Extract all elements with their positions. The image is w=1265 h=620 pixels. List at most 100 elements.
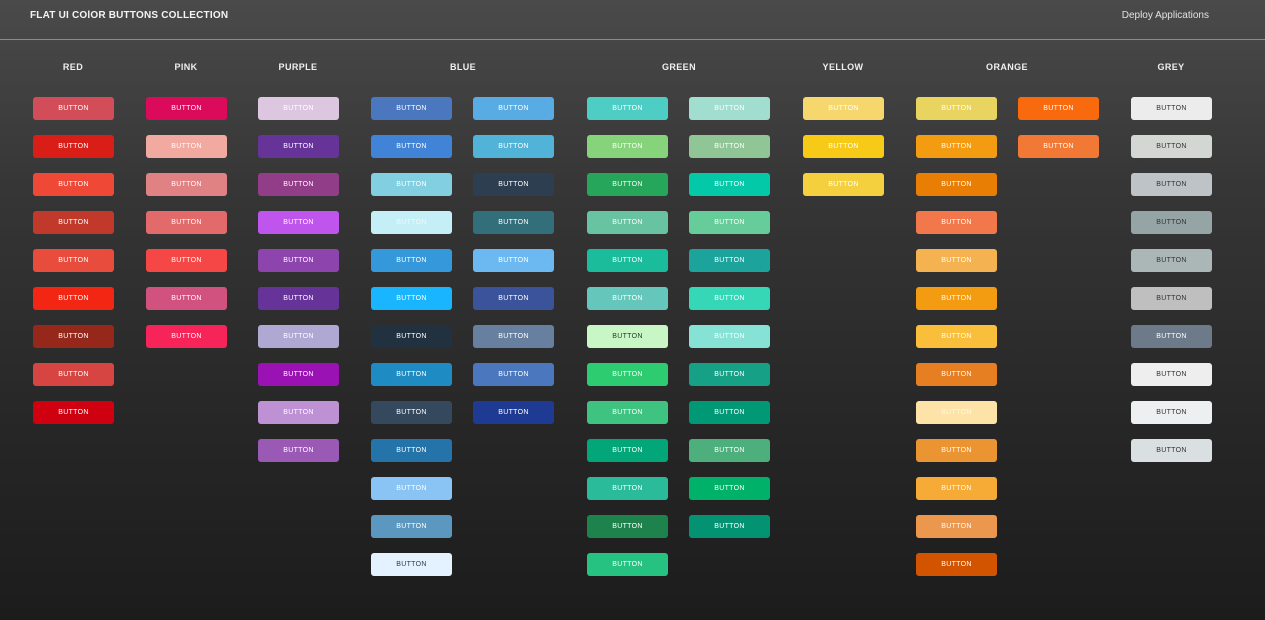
button-green-2-3[interactable]: BUTTON [689,173,770,196]
button-purple-1-6[interactable]: BUTTON [258,287,339,310]
button-blue-2-8[interactable]: BUTTON [473,363,554,386]
button-grey-1-3[interactable]: BUTTON [1131,173,1212,196]
button-blue-1-3[interactable]: BUTTON [371,173,452,196]
button-orange-1-4[interactable]: BUTTON [916,211,997,234]
button-green-1-5[interactable]: BUTTON [587,249,668,272]
button-blue-2-5[interactable]: BUTTON [473,249,554,272]
button-green-1-12[interactable]: BUTTON [587,515,668,538]
button-blue-2-3[interactable]: BUTTON [473,173,554,196]
button-yellow-1-1[interactable]: BUTTON [803,97,884,120]
button-red-1-2[interactable]: BUTTON [33,135,114,158]
button-yellow-1-2[interactable]: BUTTON [803,135,884,158]
button-grey-1-1[interactable]: BUTTON [1131,97,1212,120]
button-purple-1-5[interactable]: BUTTON [258,249,339,272]
button-blue-1-8[interactable]: BUTTON [371,363,452,386]
button-blue-1-12[interactable]: BUTTON [371,515,452,538]
button-pink-1-3[interactable]: BUTTON [146,173,227,196]
button-green-1-11[interactable]: BUTTON [587,477,668,500]
button-red-1-7[interactable]: BUTTON [33,325,114,348]
button-green-2-9[interactable]: BUTTON [689,401,770,424]
button-orange-1-5[interactable]: BUTTON [916,249,997,272]
button-pink-1-2[interactable]: BUTTON [146,135,227,158]
button-purple-1-3[interactable]: BUTTON [258,173,339,196]
button-green-2-6[interactable]: BUTTON [689,287,770,310]
button-blue-1-7[interactable]: BUTTON [371,325,452,348]
button-green-2-4[interactable]: BUTTON [689,211,770,234]
button-grey-1-10[interactable]: BUTTON [1131,439,1212,462]
button-orange-1-1[interactable]: BUTTON [916,97,997,120]
button-orange-1-9[interactable]: BUTTON [916,401,997,424]
button-blue-2-7[interactable]: BUTTON [473,325,554,348]
button-green-1-13[interactable]: BUTTON [587,553,668,576]
button-yellow-1-3[interactable]: BUTTON [803,173,884,196]
button-blue-2-4[interactable]: BUTTON [473,211,554,234]
button-green-2-10[interactable]: BUTTON [689,439,770,462]
button-orange-1-13[interactable]: BUTTON [916,553,997,576]
button-pink-1-7[interactable]: BUTTON [146,325,227,348]
button-green-1-6[interactable]: BUTTON [587,287,668,310]
button-green-2-1[interactable]: BUTTON [689,97,770,120]
button-pink-1-4[interactable]: BUTTON [146,211,227,234]
button-orange-1-8[interactable]: BUTTON [916,363,997,386]
button-orange-1-12[interactable]: BUTTON [916,515,997,538]
button-red-1-4[interactable]: BUTTON [33,211,114,234]
button-purple-1-2[interactable]: BUTTON [258,135,339,158]
button-orange-1-7[interactable]: BUTTON [916,325,997,348]
button-purple-1-7[interactable]: BUTTON [258,325,339,348]
button-red-1-6[interactable]: BUTTON [33,287,114,310]
button-grey-1-6[interactable]: BUTTON [1131,287,1212,310]
button-grey-1-9[interactable]: BUTTON [1131,401,1212,424]
button-pink-1-6[interactable]: BUTTON [146,287,227,310]
button-green-2-5[interactable]: BUTTON [689,249,770,272]
button-orange-2-2[interactable]: BUTTON [1018,135,1099,158]
button-blue-1-6[interactable]: BUTTON [371,287,452,310]
button-grey-1-2[interactable]: BUTTON [1131,135,1212,158]
button-green-2-7[interactable]: BUTTON [689,325,770,348]
button-purple-1-1[interactable]: BUTTON [258,97,339,120]
button-green-1-2[interactable]: BUTTON [587,135,668,158]
button-orange-1-3[interactable]: BUTTON [916,173,997,196]
button-grey-1-7[interactable]: BUTTON [1131,325,1212,348]
button-green-1-9[interactable]: BUTTON [587,401,668,424]
deploy-applications-link[interactable]: Deploy Applications [1121,10,1209,21]
button-red-1-8[interactable]: BUTTON [33,363,114,386]
button-green-2-12[interactable]: BUTTON [689,515,770,538]
button-purple-1-4[interactable]: BUTTON [258,211,339,234]
button-blue-1-4[interactable]: BUTTON [371,211,452,234]
button-green-1-3[interactable]: BUTTON [587,173,668,196]
button-green-1-10[interactable]: BUTTON [587,439,668,462]
button-pink-1-5[interactable]: BUTTON [146,249,227,272]
button-green-1-1[interactable]: BUTTON [587,97,668,120]
button-purple-1-8[interactable]: BUTTON [258,363,339,386]
button-pink-1-1[interactable]: BUTTON [146,97,227,120]
button-orange-2-1[interactable]: BUTTON [1018,97,1099,120]
button-orange-1-2[interactable]: BUTTON [916,135,997,158]
button-red-1-5[interactable]: BUTTON [33,249,114,272]
button-orange-1-10[interactable]: BUTTON [916,439,997,462]
button-orange-1-6[interactable]: BUTTON [916,287,997,310]
button-red-1-9[interactable]: BUTTON [33,401,114,424]
button-blue-1-1[interactable]: BUTTON [371,97,452,120]
button-purple-1-9[interactable]: BUTTON [258,401,339,424]
button-blue-2-6[interactable]: BUTTON [473,287,554,310]
button-grey-1-8[interactable]: BUTTON [1131,363,1212,386]
button-blue-1-11[interactable]: BUTTON [371,477,452,500]
button-green-1-4[interactable]: BUTTON [587,211,668,234]
button-grey-1-5[interactable]: BUTTON [1131,249,1212,272]
button-blue-1-13[interactable]: BUTTON [371,553,452,576]
button-blue-1-2[interactable]: BUTTON [371,135,452,158]
button-blue-2-2[interactable]: BUTTON [473,135,554,158]
button-green-2-8[interactable]: BUTTON [689,363,770,386]
button-green-1-7[interactable]: BUTTON [587,325,668,348]
button-purple-1-10[interactable]: BUTTON [258,439,339,462]
button-grey-1-4[interactable]: BUTTON [1131,211,1212,234]
button-blue-2-9[interactable]: BUTTON [473,401,554,424]
button-blue-2-1[interactable]: BUTTON [473,97,554,120]
button-blue-1-9[interactable]: BUTTON [371,401,452,424]
button-red-1-1[interactable]: BUTTON [33,97,114,120]
button-blue-1-10[interactable]: BUTTON [371,439,452,462]
button-orange-1-11[interactable]: BUTTON [916,477,997,500]
button-green-2-11[interactable]: BUTTON [689,477,770,500]
button-green-1-8[interactable]: BUTTON [587,363,668,386]
button-blue-1-5[interactable]: BUTTON [371,249,452,272]
